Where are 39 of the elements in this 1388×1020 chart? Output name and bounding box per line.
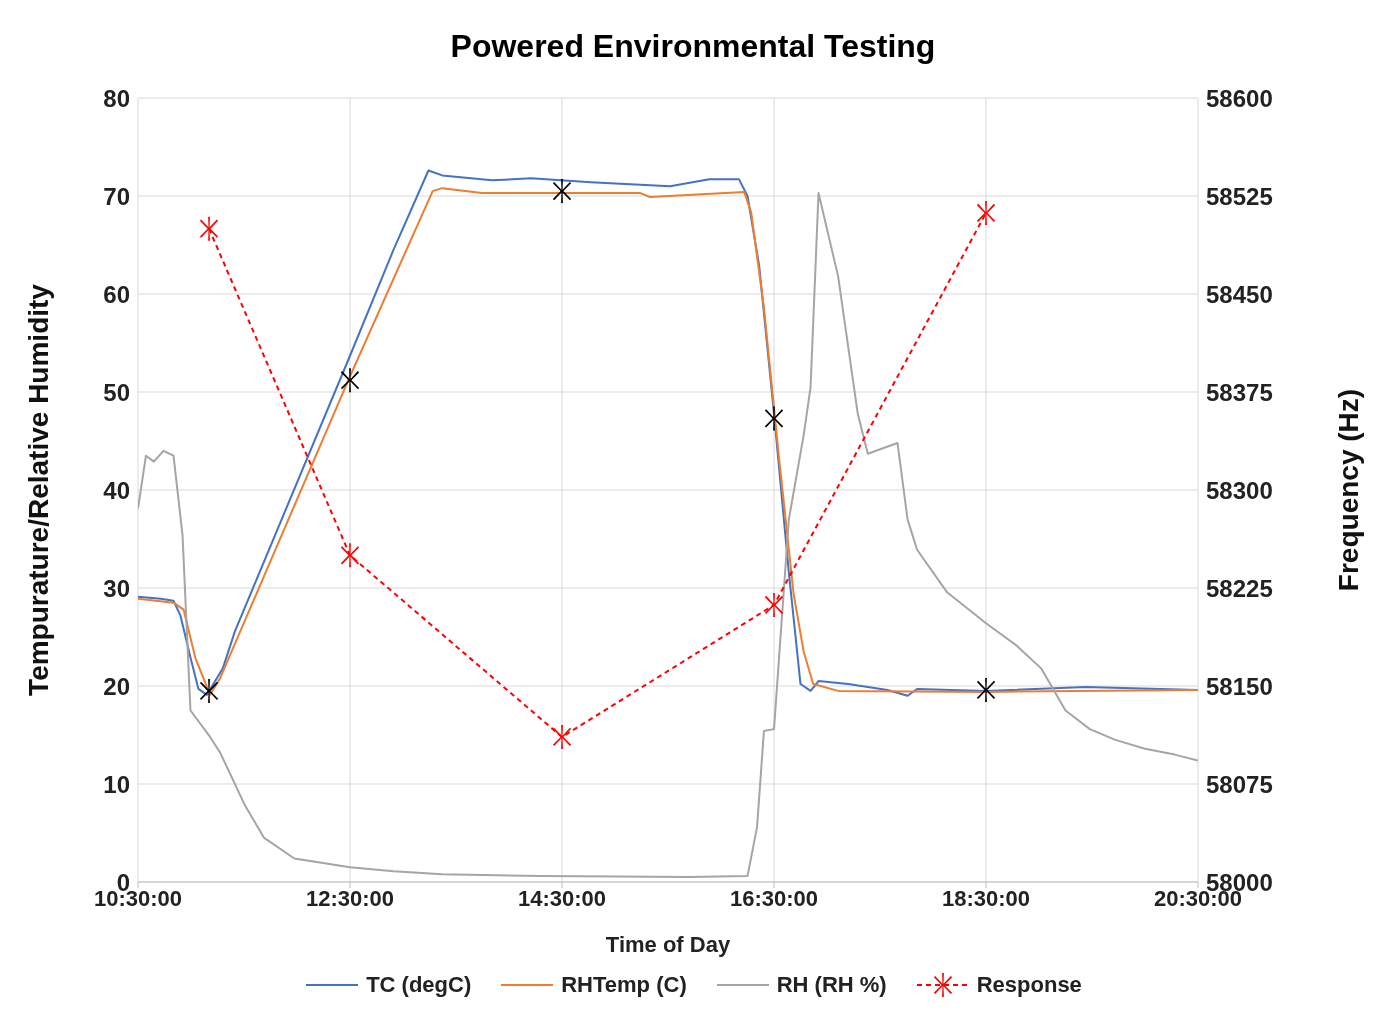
y-tick-label: 60 — [103, 280, 130, 308]
legend-label: TC (degC) — [366, 972, 472, 998]
point — [976, 677, 996, 702]
y-tick-label: 80 — [103, 84, 130, 112]
x-tick-label: 18:30:00 — [941, 885, 1031, 911]
y2-tick-label: 58300 — [1206, 476, 1273, 504]
y2-tick-label: 58600 — [1206, 84, 1273, 112]
x-tick-label: 12:30:00 — [305, 885, 395, 911]
x-tick-label: 16:30:00 — [729, 885, 819, 911]
y-tick-label: 50 — [103, 378, 130, 406]
point — [764, 592, 784, 617]
y-axis-title: Tempurature/Relative Humidity — [22, 283, 54, 696]
x-axis-title: Time of Day — [605, 932, 731, 957]
y2-tick-label: 58375 — [1206, 378, 1273, 406]
point — [552, 724, 572, 749]
y2-tick-label: 58150 — [1206, 672, 1273, 700]
line-series — [138, 192, 1198, 879]
y-tick-label: 40 — [103, 476, 130, 504]
legend-label: RH (RH %) — [776, 972, 887, 998]
y2-tick-label: 58525 — [1206, 182, 1273, 210]
y2-tick-label: 58450 — [1206, 280, 1273, 308]
point — [199, 678, 219, 703]
point — [340, 368, 360, 393]
legend-label: RHTemp (C) — [561, 972, 687, 998]
y-tick-label: 20 — [103, 672, 130, 700]
point — [199, 216, 219, 241]
legend-label: Response — [976, 972, 1082, 998]
chart-title: Powered Environmental Testing — [449, 27, 937, 66]
point — [552, 179, 572, 204]
y-tick-label: 70 — [103, 182, 130, 210]
point — [976, 200, 996, 225]
y2-tick-label: 58225 — [1206, 574, 1273, 602]
y2-tick-label: 58075 — [1206, 770, 1273, 798]
x-tick-label: 14:30:00 — [517, 885, 607, 911]
point — [764, 406, 784, 431]
point — [340, 543, 360, 568]
y-tick-label: 30 — [103, 574, 130, 602]
y-tick-label: 10 — [103, 770, 130, 798]
y2-axis-title: Frequency (Hz) — [1332, 388, 1364, 592]
